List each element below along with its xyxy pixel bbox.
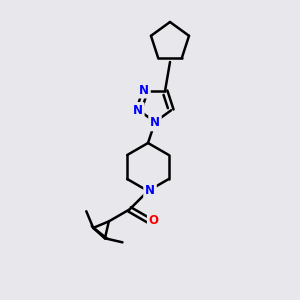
Text: N: N	[139, 84, 149, 97]
Text: O: O	[149, 214, 159, 227]
Text: N: N	[150, 116, 160, 130]
Text: N: N	[133, 104, 143, 117]
Text: N: N	[145, 184, 155, 197]
